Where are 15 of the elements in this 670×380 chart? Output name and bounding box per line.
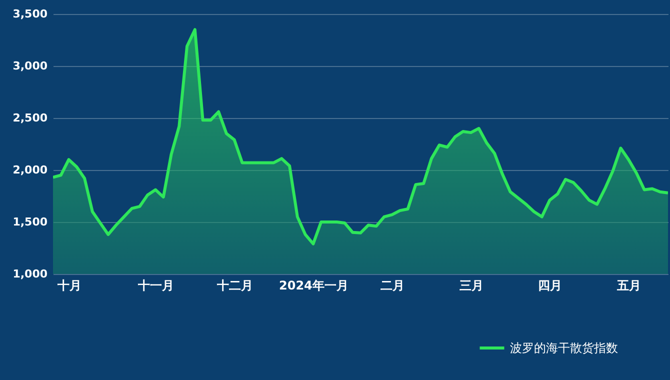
y-tick-label: 1,500	[12, 216, 48, 228]
x-tick-label: 三月	[459, 278, 484, 292]
x-tick-label: 十一月	[137, 278, 174, 292]
x-tick-label: 二月	[380, 278, 405, 292]
x-tick-label: 2024年一月	[278, 278, 348, 292]
y-tick-label: 3,000	[12, 60, 48, 72]
y-tick-label: 1,000	[12, 268, 48, 280]
x-tick-label: 四月	[538, 278, 562, 292]
y-tick-label: 2,500	[12, 112, 48, 124]
x-tick-label: 十月	[56, 278, 82, 292]
y-tick-label: 3,500	[12, 8, 48, 20]
x-tick-label: 五月	[616, 278, 642, 292]
y-tick-label: 2,000	[12, 164, 48, 176]
legend-label: 波罗的海干散货指数	[510, 341, 618, 355]
x-tick-label: 十二月	[216, 278, 253, 292]
